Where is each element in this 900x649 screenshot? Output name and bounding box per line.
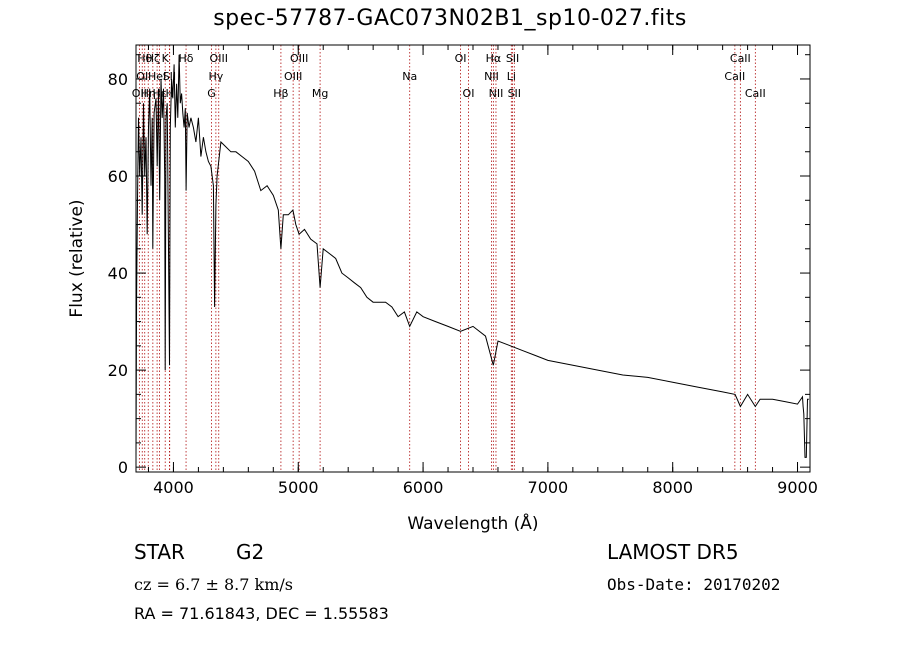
y-tick-label-4: 80 xyxy=(108,70,128,89)
line-marker-label-12: Hγ xyxy=(208,70,223,83)
line-marker-label-19: OI xyxy=(455,52,467,65)
line-markers xyxy=(138,45,756,472)
line-marker-label-24: Li xyxy=(507,70,516,83)
line-marker-label-20: OI xyxy=(463,87,475,100)
y-tick-label-3: 60 xyxy=(108,167,128,186)
x-axis-label: Wavelength (Å) xyxy=(407,512,538,534)
x-tick-label-4: 8000 xyxy=(652,478,693,497)
line-marker-label-13: OIII xyxy=(210,52,228,65)
line-marker-label-11: G xyxy=(207,87,216,100)
x-axis-ticks: 4000 5000 6000 7000 8000 9000 xyxy=(147,45,818,497)
line-marker-label-5: HeI xyxy=(148,70,166,83)
y-axis-ticks: 0 20 40 60 80 xyxy=(108,54,810,477)
line-marker-label-15: OIII xyxy=(284,70,302,83)
line-marker-label-17: Mg xyxy=(312,87,328,100)
x-tick-label-5: 9000 xyxy=(777,478,818,497)
line-marker-label-26: SII xyxy=(508,87,521,100)
line-marker-label-22: Hα xyxy=(486,52,502,65)
observation-date: Obs-Date: 20170202 xyxy=(607,575,781,594)
line-marker-label-14: Hβ xyxy=(273,87,288,100)
object-subclass: G2 xyxy=(236,540,265,564)
line-marker-label-25: SII xyxy=(506,52,519,65)
line-marker-label-23: NII xyxy=(489,87,504,100)
line-marker-label-2: Hθ xyxy=(137,52,152,65)
x-tick-label-1: 5000 xyxy=(278,478,319,497)
y-tick-label-1: 20 xyxy=(108,361,128,380)
line-marker-label-21: NII xyxy=(484,70,499,83)
line-marker-label-8: SII xyxy=(163,70,176,83)
x-tick-label-2: 6000 xyxy=(403,478,444,497)
y-tick-label-0: 0 xyxy=(118,458,128,477)
ra-dec-coordinates: RA = 71.61843, DEC = 1.55583 xyxy=(134,604,389,623)
line-marker-label-10: Hδ xyxy=(179,52,194,65)
line-marker-label-16: OIII xyxy=(290,52,308,65)
spectrum-line xyxy=(135,54,809,458)
line-marker-label-29: CaII xyxy=(745,87,766,100)
line-marker-label-4: Hζ xyxy=(146,52,160,65)
line-marker-label-1: OI xyxy=(136,70,148,83)
plot-frame xyxy=(135,44,811,473)
x-tick-label-0: 4000 xyxy=(153,478,194,497)
line-marker-labels: OIIOIHθHηHζHeIHεKSIIHHδGHγOIIIHβOIIIOIII… xyxy=(132,52,766,100)
x-tick-label-3: 7000 xyxy=(528,478,569,497)
line-marker-label-7: K xyxy=(162,52,170,65)
y-axis-label: Flux (relative) xyxy=(67,199,87,317)
line-marker-label-9: H xyxy=(166,87,174,100)
line-marker-label-28: CaII xyxy=(730,52,751,65)
chart-title: spec-57787-GAC073N02B1_sp10-027.fits xyxy=(213,6,687,31)
line-marker-label-18: Na xyxy=(402,70,417,83)
line-marker-label-27: CaII xyxy=(724,70,745,83)
redshift-cz: cz = 6.7 ± 8.7 km/s xyxy=(134,575,293,594)
line-marker-label-3: Hη xyxy=(141,87,156,100)
y-tick-label-2: 40 xyxy=(108,264,128,283)
object-class: STAR xyxy=(134,540,185,564)
survey-name: LAMOST DR5 xyxy=(607,540,739,564)
